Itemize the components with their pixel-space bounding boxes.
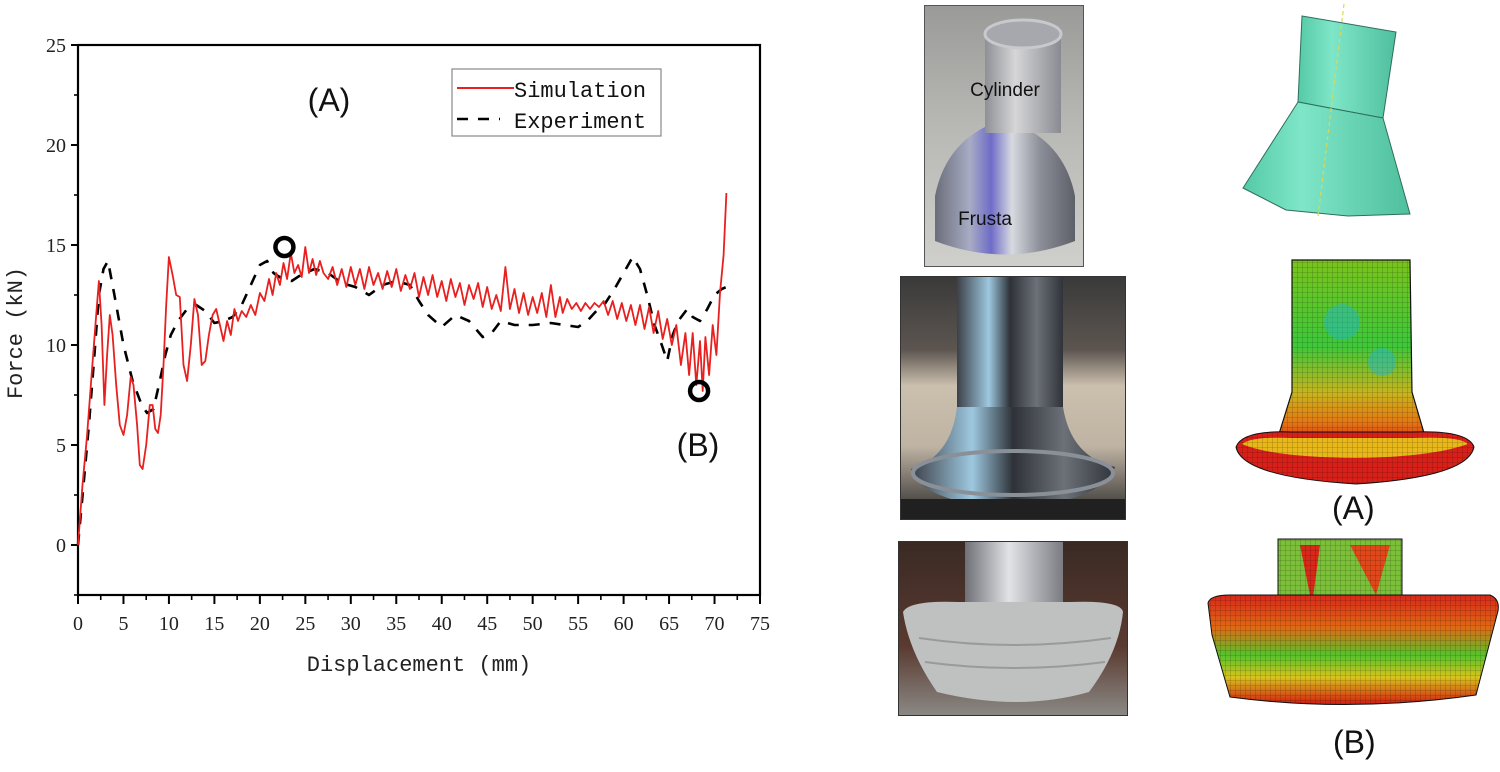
x-axis-label: Displacement (mm) [307,653,531,678]
x-tick-label: 20 [250,613,270,635]
x-axis-ticks: 0 5 10 15 20 25 30 35 40 45 50 55 60 65 70 75 [73,595,770,635]
label-cylinder: Cylinder [970,80,1040,101]
x-tick-label: 55 [568,613,588,635]
x-tick-label: 5 [118,613,128,635]
specimen-illustration: Cylinder Frusta [935,18,1075,255]
x-tick-label: 30 [341,613,361,635]
fe-model-state-b [1200,535,1500,715]
cad-model-illustration [1242,3,1411,217]
y-tick-label: 5 [56,435,66,457]
marker-layer [273,235,711,403]
series-simulation [77,192,728,546]
y-axis-label: Force (kN) [4,267,29,399]
x-tick-label: 75 [750,613,770,635]
x-tick-label: 70 [705,613,725,635]
chart-annotation-a: (A) [308,82,351,118]
x-tick-label: 15 [204,613,224,635]
x-tick-label: 60 [614,613,634,635]
y-tick-label: 15 [46,235,66,257]
cad-model [1228,0,1428,228]
label-frusta: Frusta [958,209,1012,230]
x-tick-label: 10 [159,613,179,635]
y-tick-label: 25 [46,35,66,57]
x-tick-label: 45 [477,613,497,635]
x-tick-label: 0 [73,613,83,635]
marker-a [273,235,296,259]
series-layer [76,192,728,546]
marker-b [687,379,711,403]
legend-experiment-label: Experiment [514,110,646,135]
fe-model-state-a [1232,252,1480,490]
state-a-label: (A) [1332,490,1375,526]
test-photo-state-b [898,541,1128,716]
y-tick-label: 0 [56,535,66,557]
specimen-photo: Cylinder Frusta [924,5,1084,267]
y-axis-ticks: 0 5 10 15 20 25 [46,35,78,596]
force-displacement-chart: 0 5 10 15 20 25 0 5 10 15 20 25 30 35 40 45 50 55 60 65 70 7… [4,35,770,678]
y-tick-label: 10 [46,335,66,357]
legend-simulation-label: Simulation [514,79,646,104]
x-tick-label: 65 [659,613,679,635]
series-experiment [76,255,727,546]
x-tick-label: 50 [523,613,543,635]
x-tick-label: 35 [386,613,406,635]
legend: Simulation Experiment [451,68,662,137]
y-tick-label: 20 [46,135,66,157]
state-b-label: (B) [1333,724,1376,760]
chart-annotation-b: (B) [677,427,720,463]
x-tick-label: 25 [295,613,315,635]
x-tick-label: 40 [432,613,452,635]
test-photo-state-a [900,276,1126,520]
